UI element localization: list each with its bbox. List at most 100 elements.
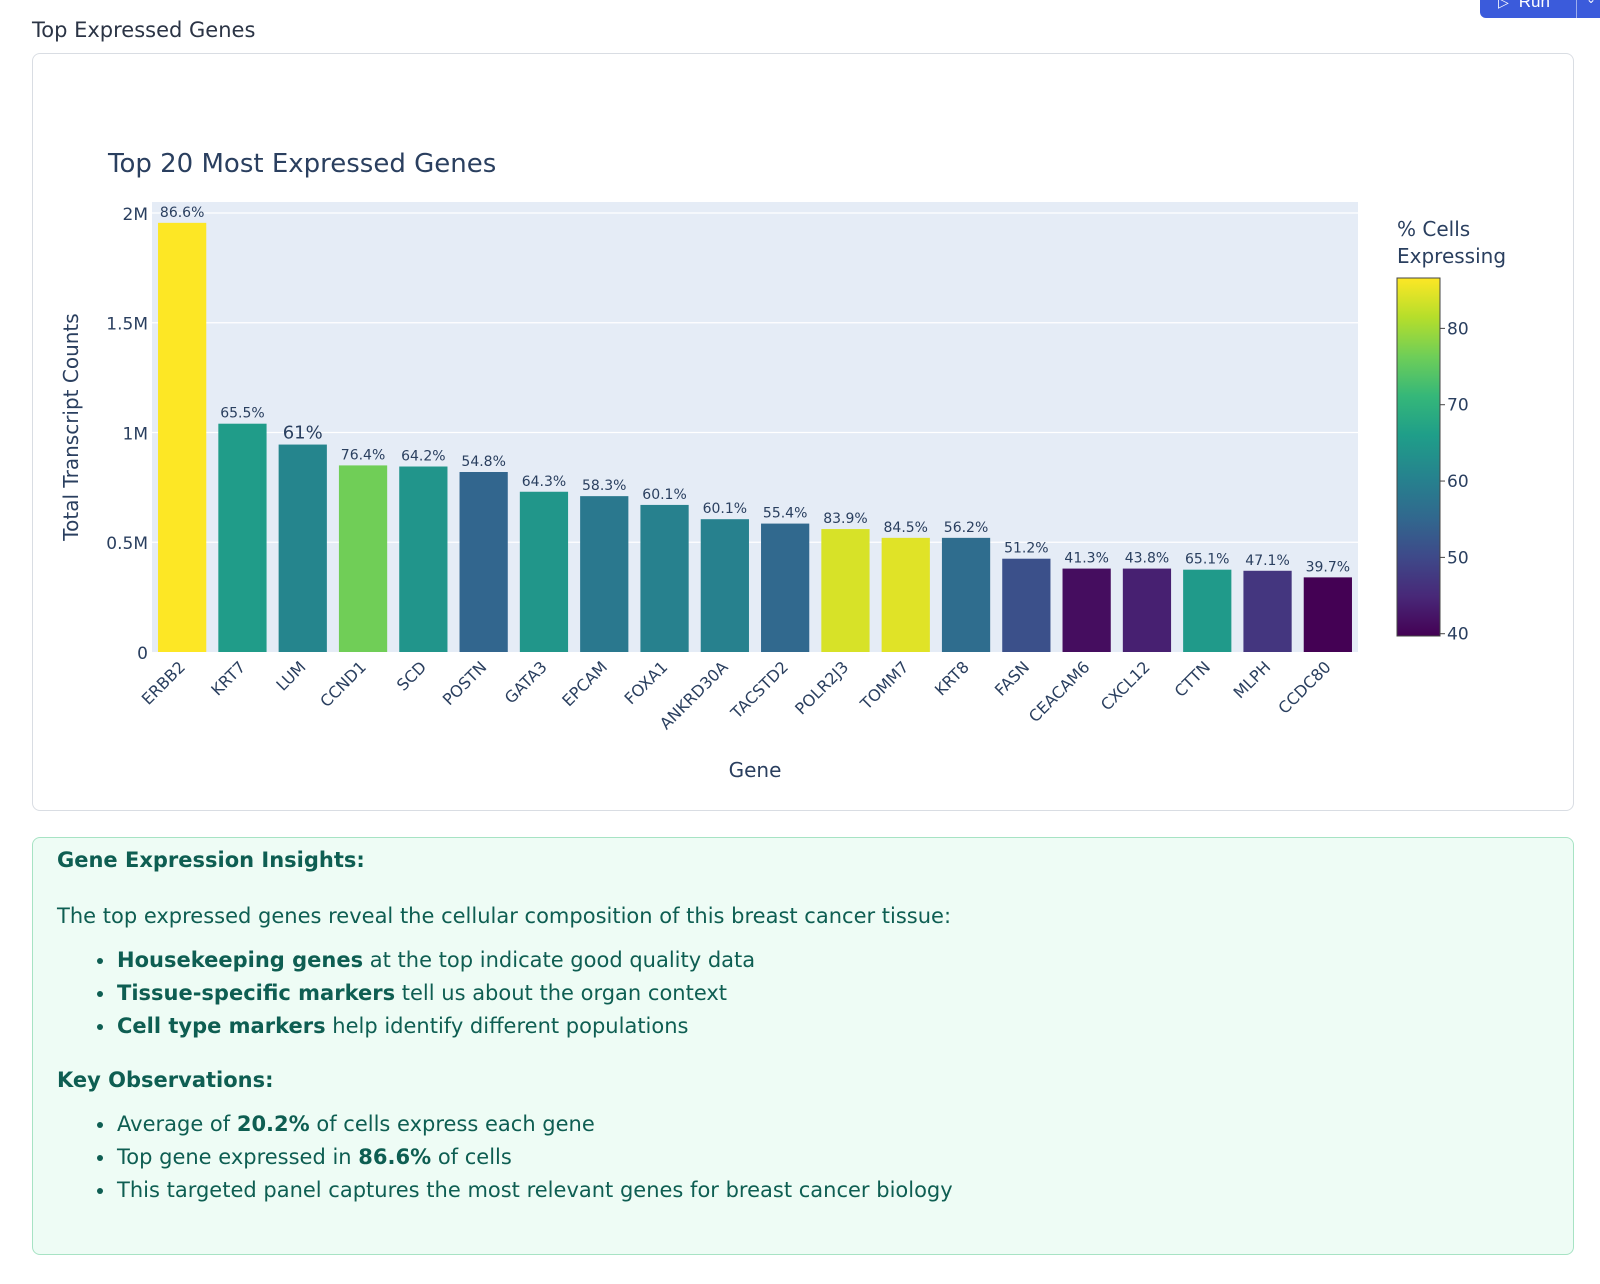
data-label: 41.3% [1064,551,1108,567]
bar-erbb2[interactable] [158,222,207,653]
x-tick-label: MLPH [1230,657,1275,702]
x-tick-label: TACSTD2 [726,657,792,723]
insights-heading: Gene Expression Insights: [57,848,365,872]
x-tick-label: POSTN [439,657,491,709]
x-tick-label: FASN [991,657,1033,699]
data-label: 51.2% [1004,541,1048,557]
plot-area [152,202,1358,652]
bar-fasn[interactable] [1002,558,1051,652]
bar-ccdc80[interactable] [1303,577,1352,652]
y-tick-label: 0 [137,644,148,664]
bar-cttn[interactable] [1183,569,1232,652]
item-text: Top gene expressed in [117,1145,359,1169]
bar-postn[interactable] [459,472,508,652]
item-text: at the top indicate good quality data [363,948,756,972]
item-text: tell us about the organ context [395,981,728,1005]
x-tick-label: GATA3 [501,657,551,707]
list-item: Housekeeping genes at the top indicate g… [93,944,755,977]
insights-intro: The top expressed genes reveal the cellu… [57,904,952,928]
x-tick-label: KRT7 [207,657,249,699]
y-tick-label: 1M [123,424,148,444]
list-item: Cell type markers help identify differen… [93,1010,755,1043]
bold-text: Housekeeping genes [117,948,364,972]
x-axis-title: Gene [729,758,782,782]
section-title: Top Expressed Genes [32,18,256,42]
item-text: of cells [431,1145,512,1169]
data-label: 86.6% [160,205,204,221]
colorbar-title-line1: % Cells [1397,217,1470,241]
list-item: This targeted panel captures the most re… [93,1174,953,1207]
bar-epcam[interactable] [580,496,629,652]
y-tick-label: 2M [123,205,148,225]
x-tick-label: TOMM7 [856,657,913,714]
chart-title: Top 20 Most Expressed Genes [107,149,496,179]
x-tick-label: CEACAM6 [1025,657,1094,726]
y-tick-label: 1.5M [106,315,148,335]
data-label: 65.5% [220,406,264,422]
insights-list: Housekeeping genes at the top indicate g… [93,944,755,1043]
y-axis-title: Total Transcript Counts [59,313,83,541]
x-tick-label: FOXA1 [621,657,672,708]
play-icon: ▷ [1498,0,1509,10]
bar-ceacam6[interactable] [1062,568,1111,652]
chevron-down-icon[interactable]: ⌄ [1586,0,1596,6]
bar-gata3[interactable] [519,491,569,652]
bar-krt7[interactable] [218,423,267,652]
data-label: 84.5% [884,520,928,536]
data-label: 60.1% [642,487,686,503]
data-label: 55.4% [763,506,807,522]
data-label: 61% [283,423,323,444]
x-tick-label: SCD [393,657,430,694]
data-label: 64.3% [522,474,566,490]
x-tick-label: LUM [272,657,309,694]
bar-polr2j3[interactable] [821,529,870,652]
bar-chart: 86.6% 65.5% 61% 76.4% 64.2% 54.8% 64.3% 58.3% 60… [59,149,1506,782]
data-label: 83.9% [823,511,867,527]
x-tick-label: CXCL12 [1097,657,1154,714]
bold-text: Cell type markers [117,1014,326,1038]
chart-card: 86.6% 65.5% 61% 76.4% 64.2% 54.8% 64.3% 58.3% 60… [32,53,1574,811]
colorbar-tick-label: 70 [1447,396,1469,416]
data-label: 56.2% [944,520,988,536]
insights-panel: Gene Expression Insights: The top expres… [32,837,1574,1255]
bar-cxcl12[interactable] [1122,568,1172,652]
bar-ankrd30a[interactable] [700,519,749,652]
item-text: This targeted panel captures the most re… [117,1178,953,1202]
bar-tacstd2[interactable] [761,523,810,652]
bar-lum[interactable] [278,444,327,652]
data-label: 60.1% [703,501,747,517]
item-text: of cells express each gene [309,1112,595,1136]
bar-mlph[interactable] [1243,570,1292,652]
bar-ccnd1[interactable] [338,465,388,652]
list-item: Top gene expressed in 86.6% of cells [93,1141,953,1174]
bold-text: 20.2% [236,1112,310,1136]
item-text: help identify different populations [325,1014,689,1038]
colorbar-title-line2: Expressing [1397,244,1506,268]
bar-foxa1[interactable] [640,504,689,652]
bar-tomm7[interactable] [881,537,930,652]
bold-text: 86.6% [358,1145,432,1169]
x-tick-label: CCDC80 [1274,657,1334,717]
x-tick-label: KRT8 [931,657,973,699]
data-label: 47.1% [1245,553,1289,569]
data-label: 76.4% [341,447,385,463]
colorbar-tick-label: 60 [1447,472,1469,492]
data-label: 58.3% [582,478,626,494]
x-tick-label: CTTN [1171,657,1214,700]
colorbar-tick-label: 40 [1447,625,1469,645]
observations-heading: Key Observations: [57,1068,274,1092]
x-tick-label: ERBB2 [138,657,189,708]
data-label: 54.8% [461,454,505,470]
colorbar [1396,277,1441,637]
observations-list: Average of 20.2% of cells express each g… [93,1108,953,1207]
y-tick-label: 0.5M [106,534,148,554]
run-label: Run [1518,0,1550,11]
data-label: 64.2% [401,449,445,465]
run-button[interactable]: ▷ Run ⌄ [1480,0,1600,18]
colorbar-tick-label: 80 [1447,319,1469,339]
list-item: Average of 20.2% of cells express each g… [93,1108,953,1141]
item-text: Average of [117,1112,237,1136]
data-label: 39.7% [1306,559,1350,575]
bar-krt8[interactable] [941,537,991,652]
bar-scd[interactable] [399,466,448,652]
